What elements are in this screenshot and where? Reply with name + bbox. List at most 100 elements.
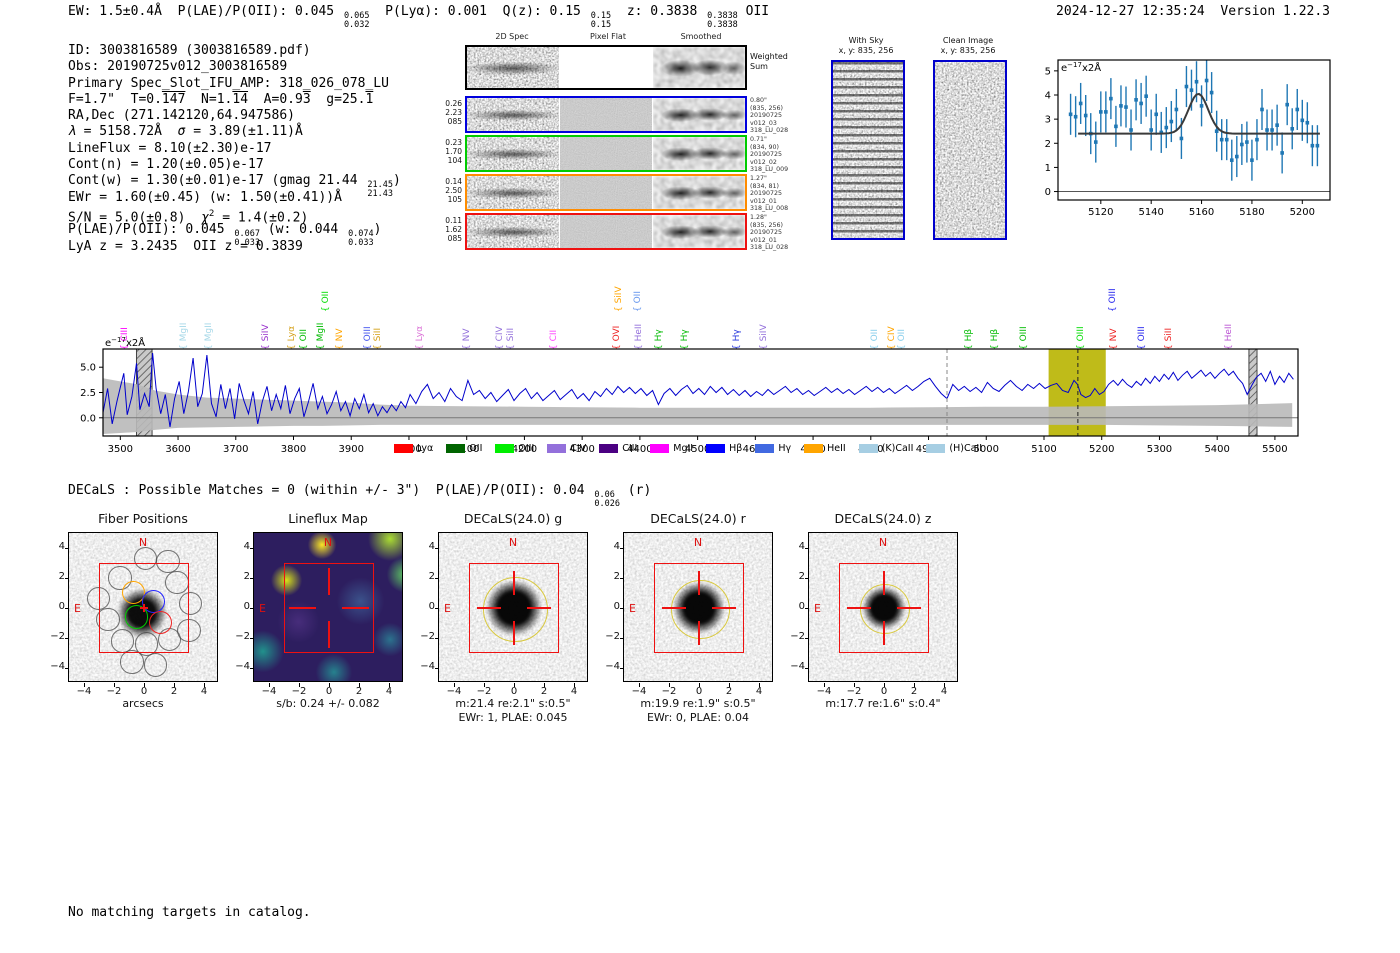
fiber-circle <box>86 586 110 610</box>
y-tick-label: 2 <box>58 571 65 582</box>
fiber-circle <box>134 632 158 656</box>
full-spectrum-plot: 3500360037003800390040004100420043004400… <box>80 336 1299 455</box>
x-tick-label: 0 <box>510 686 518 697</box>
xlabel-arcsecs: arcsecs <box>122 697 164 710</box>
fiber-circle <box>148 610 173 634</box>
x-tick-label: 0 <box>880 686 888 697</box>
svg-text:3: 3 <box>1045 115 1051 126</box>
fiber-circle <box>120 650 144 674</box>
svg-text:3600: 3600 <box>165 444 190 455</box>
svg-text:2: 2 <box>1045 139 1051 150</box>
svg-text:5140: 5140 <box>1138 207 1163 218</box>
legend-swatch <box>393 444 413 453</box>
svg-text:e−17x2Å: e−17x2Å <box>105 336 145 349</box>
fiber-circle <box>96 607 120 631</box>
crosshair <box>328 568 330 595</box>
center-cross <box>143 604 145 612</box>
svg-text:3800: 3800 <box>281 444 306 455</box>
svg-text:3700: 3700 <box>223 444 248 455</box>
svg-text:4300: 4300 <box>569 444 594 455</box>
spec2d-title: 2D Spec <box>495 32 529 41</box>
detection-info-block: ID: 3003816589 (3003816589.pdf) Obs: 2019… <box>68 43 401 254</box>
line-fit-plot: 5120 5140 5160 5180 5200 0 1 2 3 4 5 e−17x2Å <box>1045 59 1331 218</box>
extraction-box <box>99 563 189 653</box>
svg-text:4: 4 <box>1045 91 1051 102</box>
legend-item: Lyα <box>393 443 433 454</box>
y-tick-label: −2 <box>605 631 620 642</box>
x-tick-label: −2 <box>291 686 307 697</box>
y-tick-label: 0 <box>613 601 620 612</box>
svg-text:5160: 5160 <box>1189 207 1214 218</box>
crosshair <box>662 607 686 609</box>
spectrum-legend: Lyα OII OIII CIV CIII MgII Hβ Hγ HeII (K)CaII (H)C… <box>68 443 1308 454</box>
x-tick-label: 2 <box>355 686 363 697</box>
compass-north: N <box>138 536 148 549</box>
header-timestamp-version: 2024-12-27 12:35:24 Version 1.22.3 <box>1056 4 1330 19</box>
fiber-weight-labels: 0.23 1.70 104 <box>445 138 462 165</box>
decals-match-line: DECaLS : Possible Matches = 0 (within +/… <box>68 483 652 509</box>
x-tick-label: 2 <box>170 686 178 697</box>
legend-swatch <box>446 444 466 453</box>
x-tick-label: 4 <box>940 686 948 697</box>
crosshair <box>883 571 885 595</box>
spectral-line-label: { OIII <box>1108 288 1119 312</box>
y-tick-label: −4 <box>790 661 805 672</box>
lineflux-image <box>254 533 402 681</box>
ewr-plae-caption: EWr: 0, PLAE: 0.04 <box>646 711 750 724</box>
footer-line: Row intentionally blank. <box>68 952 311 953</box>
spec2d-row <box>465 174 747 211</box>
fiber-circle <box>124 605 149 629</box>
crosshair <box>897 607 921 609</box>
svg-text:5500: 5500 <box>1262 444 1287 455</box>
svg-text:2.5: 2.5 <box>80 388 96 399</box>
svg-text:5400: 5400 <box>1204 444 1229 455</box>
legend-swatch <box>755 444 775 453</box>
legend-item: (H)CaII <box>926 443 982 454</box>
sb-caption: s/b: 0.24 +/- 0.082 <box>276 697 380 710</box>
extraction-box <box>839 563 929 653</box>
crosshair <box>847 607 871 609</box>
fiber-id-labels: 0.71" (834, 90) 20190725 v012_02 318_LU_009 <box>750 136 789 174</box>
crosshair <box>342 607 369 609</box>
panel-title: Lineflux Map <box>288 511 368 526</box>
svg-text:5200: 5200 <box>1290 207 1315 218</box>
svg-text:0.0: 0.0 <box>80 413 96 424</box>
x-tick-label: 4 <box>385 686 393 697</box>
spec2d-row <box>465 135 747 172</box>
svg-text:e−17x2Å: e−17x2Å <box>1061 61 1101 74</box>
panel-title: DECaLS(24.0) r <box>650 511 746 526</box>
y-tick-label: 2 <box>428 571 435 582</box>
decals-z-image: −4 −4 −2 −2 0 0 2 2 4 4 N E <box>790 532 958 697</box>
crosshair <box>513 621 515 645</box>
fiber-positions-plot: N E −4 −4 −2 −2 0 0 2 2 4 4 <box>50 532 218 697</box>
svg-text:5000: 5000 <box>974 444 999 455</box>
smoothed-title: Smoothed <box>680 32 722 41</box>
svg-text:0: 0 <box>1045 187 1051 198</box>
crosshair <box>698 571 700 595</box>
y-tick-label: 0 <box>243 601 250 612</box>
with-sky-title: With Sky x, y: 835, 256 <box>838 36 894 55</box>
x-tick-label: 4 <box>200 686 208 697</box>
compass-north: N <box>878 536 888 549</box>
svg-text:4100: 4100 <box>454 444 479 455</box>
svg-text:5: 5 <box>1045 66 1051 77</box>
x-tick-label: 2 <box>540 686 548 697</box>
compass-east: E <box>629 602 636 615</box>
weighted-sum-label: Weighted Sum <box>750 52 788 71</box>
x-tick-label: −4 <box>261 686 277 697</box>
legend-swatch <box>547 444 567 453</box>
svg-text:3500: 3500 <box>108 444 133 455</box>
x-tick-label: −4 <box>631 686 647 697</box>
fiber-id-labels: 1.27" (834, 81) 20190725 v012_01 318_LU_008 <box>750 175 789 213</box>
legend-item: OII <box>446 443 482 454</box>
mag-caption: m:19.9 re:1.9" s:0.5" <box>640 697 756 710</box>
decals-g-image: −4 −4 −2 −2 0 0 2 2 4 4 N E <box>420 532 588 697</box>
ewr-plae-caption: EWr: 1, PLAE: 0.045 <box>458 711 568 724</box>
legend-item: MgII <box>650 443 693 454</box>
x-tick-label: 4 <box>570 686 578 697</box>
svg-text:1: 1 <box>1045 163 1051 174</box>
x-tick-label: −2 <box>661 686 677 697</box>
legend-item: CIV <box>547 443 586 454</box>
fiber-weight-labels: 0.26 2.23 085 <box>445 99 462 126</box>
